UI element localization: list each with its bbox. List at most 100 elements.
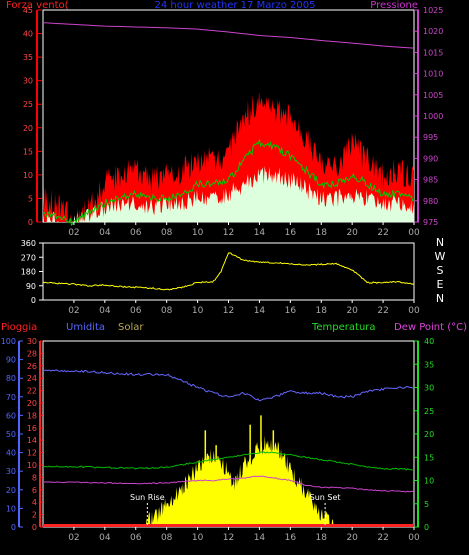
rain-axis-tick-label: 14 (27, 436, 37, 445)
wind-axis-tick-label: 5 (28, 194, 33, 203)
humidity-axis-tick-label: 80 (6, 374, 16, 383)
wind-x-axis-tick-label: 18 (316, 228, 328, 238)
temperature-axis-tick-label: 5 (424, 500, 429, 509)
climate-x-axis-tick-label: 00 (408, 533, 420, 543)
humidity-line (42, 369, 415, 402)
rain-bar (43, 524, 414, 527)
dewpoint-line (42, 475, 415, 493)
direction-x-axis-tick-label: 04 (99, 306, 111, 316)
direction-x-axis-tick-label: 18 (316, 306, 328, 316)
climate-x-axis-tick-label: 08 (161, 533, 173, 543)
direction-x-axis-tick-label: 22 (377, 306, 388, 316)
climate-x-axis-tick-label: 10 (192, 533, 204, 543)
wind-axis-tick-label: 40 (23, 30, 33, 39)
humidity-axis-tick-label: 60 (6, 411, 16, 420)
humidity-axis-tick-label: 70 (6, 393, 16, 402)
pressure-axis-tick-label: 1005 (423, 91, 443, 100)
temperature-axis-tick-label: 20 (424, 430, 434, 439)
direction-axis-tick-label: 270 (21, 253, 36, 262)
rain-axis-tick-label: 8 (32, 473, 37, 482)
climate-panel: Pioggia Umidita Solar Temperatura Dew Po… (1, 322, 467, 543)
rain-axis-title: Pioggia (1, 322, 37, 333)
rain-axis-tick-label: 24 (27, 374, 37, 383)
direction-x-axis-tick-label: 00 (408, 306, 420, 316)
wind-axis-tick-label: 20 (23, 124, 33, 133)
temperature-axis-title: Temperatura (311, 322, 376, 333)
rain-axis-tick-label: 2 (32, 511, 37, 520)
humidity-axis-tick-label: 0 (11, 523, 16, 532)
wind-axis-tick-label: 35 (23, 53, 33, 62)
pressure-axis-tick-label: 1015 (423, 48, 443, 57)
wind-axis-tick-label: 30 (23, 77, 33, 86)
wind-x-axis-tick-label: 08 (161, 228, 173, 238)
rain-axis-tick-label: 16 (27, 424, 37, 433)
humidity-axis-tick-label: 20 (6, 486, 16, 495)
climate-x-axis-tick-label: 16 (285, 533, 297, 543)
wind-direction-line (42, 252, 415, 291)
pressure-axis-tick-label: 1020 (423, 27, 443, 36)
pressure-axis-tick-label: 995 (423, 133, 438, 142)
wind-x-axis-tick-label: 14 (254, 228, 266, 238)
solar-axis-title: Solar (118, 322, 144, 333)
humidity-axis-tick-label: 40 (6, 449, 16, 458)
compass-label: N (436, 236, 444, 249)
wind-pressure-panel: 24 hour weather 17 Marzo 2005 Forza vent… (6, 0, 443, 238)
direction-x-axis-tick-label: 20 (346, 306, 358, 316)
chart-title: 24 hour weather 17 Marzo 2005 (155, 0, 316, 11)
direction-x-axis-tick-label: 06 (130, 306, 142, 316)
direction-plot-frame (42, 242, 415, 301)
pressure-axis-tick-label: 1025 (423, 6, 443, 15)
rain-axis-tick-label: 12 (27, 449, 37, 458)
direction-x-axis-tick-label: 10 (192, 306, 204, 316)
climate-x-axis-tick-label: 06 (130, 533, 142, 543)
wind-axis-tick-label: 0 (28, 218, 33, 227)
wind-x-axis-tick-label: 00 (408, 228, 420, 238)
temperature-axis-tick-label: 35 (424, 360, 434, 369)
pressure-axis-tick-label: 990 (423, 154, 438, 163)
rain-axis-tick-label: 30 (27, 337, 37, 346)
pressure-axis-tick-label: 1000 (423, 112, 443, 121)
wind-axis-title: Forza vento( (6, 0, 69, 11)
direction-axis-tick-label: 90 (26, 282, 36, 291)
wind-x-axis-tick-label: 02 (68, 228, 79, 238)
rain-axis-tick-label: 26 (27, 362, 37, 371)
climate-x-axis-tick-label: 14 (254, 533, 266, 543)
rain-axis-tick-label: 10 (27, 461, 37, 470)
climate-x-axis-tick-label: 02 (68, 533, 79, 543)
direction-axis-tick-label: 0 (31, 296, 36, 305)
direction-x-axis-tick-label: 14 (254, 306, 266, 316)
sun-rise-label: Sun Rise (130, 493, 165, 502)
humidity-axis-tick-label: 90 (6, 356, 16, 365)
temperature-axis-tick-label: 10 (424, 477, 434, 486)
rain-axis-tick-label: 6 (32, 486, 37, 495)
dewpoint-axis-title: Dew Point (°C) (394, 322, 467, 333)
wind-axis-tick-label: 45 (23, 6, 33, 15)
temperature-axis-tick-label: 0 (424, 523, 429, 532)
compass-label: S (437, 264, 444, 277)
rain-axis-tick-label: 20 (27, 399, 37, 408)
average-wind-line (42, 138, 415, 226)
pressure-line (42, 22, 415, 49)
wind-axis-tick-label: 15 (23, 147, 33, 156)
humidity-axis-title: Umidita (66, 322, 105, 333)
wind-speed-area (43, 165, 414, 222)
pressure-axis-title: Pressione (370, 0, 418, 11)
temperature-axis-tick-label: 25 (424, 407, 434, 416)
temperature-axis-tick-label: 40 (424, 337, 434, 346)
rain-axis-tick-label: 22 (27, 387, 37, 396)
climate-x-axis-tick-label: 04 (99, 533, 111, 543)
rain-axis-tick-label: 18 (27, 411, 37, 420)
wind-x-axis-tick-label: 10 (192, 228, 204, 238)
climate-x-axis-tick-label: 12 (223, 533, 234, 543)
wind-axis-tick-label: 10 (23, 171, 33, 180)
pressure-axis-tick-label: 975 (423, 218, 438, 227)
temperature-axis-tick-label: 15 (424, 453, 434, 462)
pressure-axis-tick-label: 1010 (423, 70, 443, 79)
humidity-axis-tick-label: 50 (6, 430, 16, 439)
wind-x-axis-tick-label: 22 (377, 228, 388, 238)
temperature-axis-tick-label: 30 (424, 384, 434, 393)
climate-x-axis-tick-label: 18 (316, 533, 328, 543)
climate-x-axis-tick-label: 22 (377, 533, 388, 543)
direction-x-axis-tick-label: 02 (68, 306, 79, 316)
